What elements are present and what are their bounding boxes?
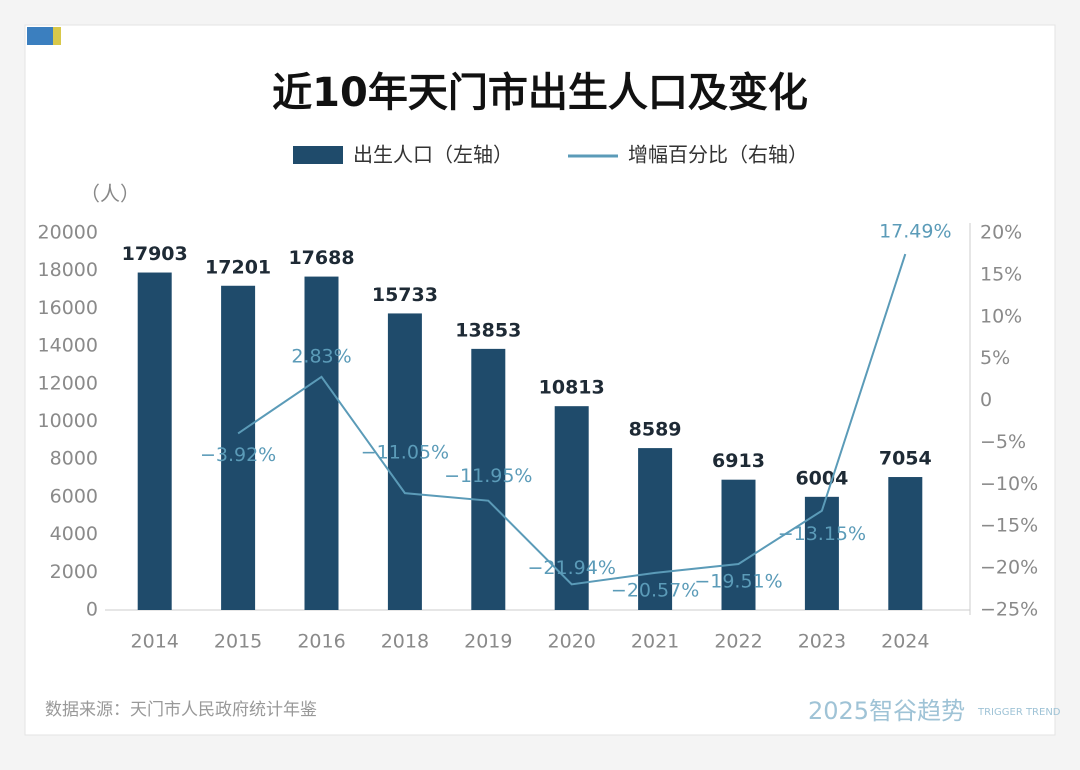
source: 数据来源：天门市人民政府统计年鉴: [45, 700, 317, 720]
bar: [804, 496, 839, 610]
line-value-label: 17.49%: [879, 221, 951, 243]
line-value-label: −11.95%: [444, 465, 532, 487]
bar-value-label: 15733: [372, 284, 438, 306]
x-tick-label: 2023: [798, 631, 846, 653]
x-tick-label: 2014: [131, 631, 179, 653]
bar: [137, 272, 172, 610]
bar-value-label: 8589: [629, 419, 682, 441]
y-tick-label: 14000: [38, 335, 98, 357]
line-value-label: −21.94%: [528, 557, 616, 579]
y-tick-label: 6000: [50, 485, 98, 507]
y-tick-label: 10000: [38, 410, 98, 432]
bar-value-label: 7054: [879, 448, 932, 470]
x-tick-label: 2018: [381, 631, 429, 653]
bar: [888, 477, 923, 610]
y2-tick-label: 20%: [980, 222, 1022, 244]
bar: [387, 313, 422, 610]
card: [24, 24, 1056, 736]
bar-value-label: 6913: [712, 450, 765, 472]
y-tick-label: 4000: [50, 523, 98, 545]
y2-tick-label: −25%: [980, 599, 1038, 621]
bar-value-label: 10813: [539, 377, 605, 399]
y2-tick-label: 15%: [980, 263, 1022, 285]
y2-tick-label: 5%: [980, 347, 1010, 369]
line-value-label: 2.83%: [291, 345, 351, 367]
line: [237, 253, 907, 586]
line-value-label: −13.15%: [778, 523, 866, 545]
x-tick-label: 2019: [464, 631, 512, 653]
corner-mark: [27, 27, 53, 45]
y-tick-label: 18000: [38, 259, 98, 281]
bar: [471, 348, 506, 610]
y2-tick-label: 10%: [980, 305, 1022, 327]
y2-tick-label: −20%: [980, 557, 1038, 579]
x-tick-label: 2021: [631, 631, 679, 653]
y2-tick-label: −5%: [980, 431, 1026, 453]
bar-value-label: 6004: [795, 467, 848, 489]
corner-mark: [53, 27, 61, 45]
x-tick-label: 2016: [297, 631, 345, 653]
x-tick-label: 2020: [548, 631, 596, 653]
y-tick-label: 20000: [38, 222, 98, 244]
legend-swatch: [293, 146, 343, 164]
line-value-label: −3.92%: [200, 444, 276, 466]
bar: [304, 276, 339, 610]
y-tick-label: 16000: [38, 297, 98, 319]
bar-value-label: 17688: [288, 247, 354, 269]
bar: [638, 448, 673, 610]
bar-value-label: 17201: [205, 256, 271, 278]
bar: [554, 406, 589, 610]
bar: [721, 479, 756, 610]
chart-title: 近10年天门市出生人口及变化: [272, 70, 808, 116]
x-tick-label: 2015: [214, 631, 262, 653]
bar-value-label: 17903: [122, 243, 188, 265]
x-tick-label: 2024: [881, 631, 929, 653]
y-axis-label: （人）: [80, 182, 140, 206]
line-value-label: −19.51%: [694, 571, 782, 593]
legend-label: 增幅百分比（右轴）: [628, 143, 808, 167]
y-tick-label: 2000: [50, 561, 98, 583]
legend-label: 出生人口（左轴）: [353, 143, 513, 167]
bar: [221, 285, 256, 610]
bar-value-label: 13853: [455, 319, 521, 341]
line-value-label: −20.57%: [611, 579, 699, 601]
y-tick-label: 8000: [50, 448, 98, 470]
x-tick-label: 2022: [714, 631, 762, 653]
line-value-label: −11.05%: [361, 442, 449, 464]
y-tick-label: 0: [86, 599, 98, 621]
y2-tick-label: −10%: [980, 473, 1038, 495]
y-tick-label: 12000: [38, 372, 98, 394]
y2-tick-label: −15%: [980, 515, 1038, 537]
brand-sub: TRIGGER TREND: [977, 707, 1061, 718]
brand: 2025智谷趋势: [808, 697, 965, 725]
y2-tick-label: 0: [980, 389, 992, 411]
